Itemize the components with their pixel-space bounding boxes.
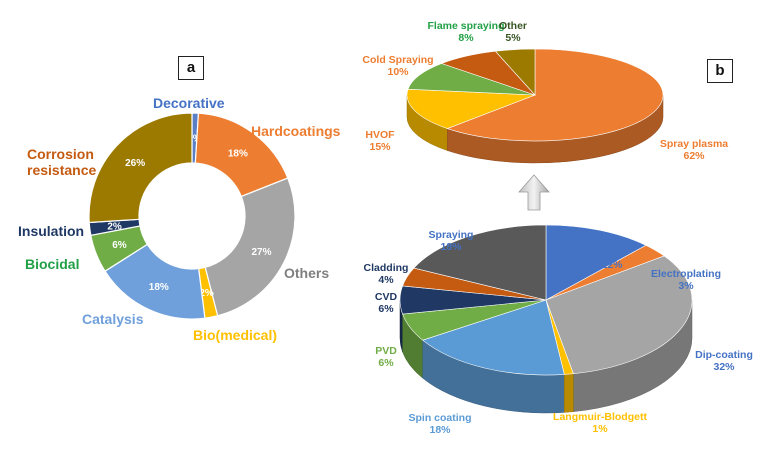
label-a-biocidal: Biocidal <box>25 256 80 272</box>
pie-slice-other <box>494 48 536 96</box>
pie-side-langmuir-blodgett <box>564 373 574 413</box>
label-b-bottom-spin-coating: Spin coating 18% <box>408 412 472 437</box>
donut-value-label-decorative: 1% <box>187 134 202 145</box>
label-b-bottom-pvd: PVD 6% <box>375 345 397 370</box>
label-b-bottom-cvd: CVD 6% <box>374 291 398 316</box>
donut-value-label-hardcoatings: 18% <box>228 148 248 159</box>
pie-slice-spin-coating <box>422 299 565 376</box>
donut-value-label-insulation: 2% <box>107 221 122 232</box>
pie-chart-b-bottom <box>399 224 693 414</box>
pie-slice-spraying <box>413 224 547 301</box>
donut-value-label-biocidal: 6% <box>112 240 127 251</box>
label-b-bottom-spraying: Spraying 18% <box>428 229 474 254</box>
label-a-decorative: Decorative <box>153 95 225 111</box>
donut-chart-a: 1% 18% 27% 2% 18% 6% 2% 26% <box>88 112 296 320</box>
label-b-top-hvof: HVOF 15% <box>365 129 395 154</box>
label-a-biomedical: Bio(medical) <box>193 327 278 343</box>
label-b-top-other: Other 5% <box>498 20 528 45</box>
label-a-hardcoatings: Hardcoatings <box>251 123 341 139</box>
donut-slice-corrosion-resistance <box>88 112 193 224</box>
label-b-bottom-dip-coating: Dip-coating 32% <box>695 349 753 374</box>
donut-value-label-bio-medical: 2% <box>199 288 214 299</box>
donut-value-label-others: 27% <box>251 247 271 258</box>
panel-label-a: a <box>178 56 204 80</box>
pie-slice-dip-coating <box>545 255 693 374</box>
pie-slice-other <box>545 224 647 301</box>
label-b-top-spray-plasma: Spray plasma 62% <box>659 138 729 163</box>
label-b-bottom-langmuir: Langmuir-Blodgett 1% <box>553 411 647 436</box>
pie-slice-spray-plasma <box>446 48 664 142</box>
panel-label-b: b <box>707 59 733 83</box>
label-a-corrosion-resistance: Corrosion resistance <box>27 146 97 179</box>
pie-slice-cold-spraying <box>407 63 536 96</box>
up-arrow <box>518 174 550 211</box>
label-b-bottom-other: Other 12% <box>597 247 627 272</box>
label-a-others: Others <box>284 265 330 281</box>
label-a-catalysis: Catalysis <box>82 311 144 327</box>
pie-side-walls <box>399 299 693 414</box>
donut-value-label-catalysis: 18% <box>149 282 169 293</box>
label-b-top-flame-spraying: Flame spraying 8% <box>427 20 505 45</box>
label-a-insulation: Insulation <box>18 223 85 239</box>
donut-slice-others <box>204 177 296 317</box>
label-b-top-cold-spraying: Cold Spraying 10% <box>362 54 434 79</box>
pie-chart-b-top <box>406 48 664 164</box>
label-b-bottom-cladding: Cladding 4% <box>363 262 409 287</box>
label-b-bottom-electroplating: Electroplating 3% <box>650 268 722 293</box>
donut-value-label-corrosion-resistance: 26% <box>125 158 145 169</box>
pie-slice-hvof <box>406 88 536 129</box>
